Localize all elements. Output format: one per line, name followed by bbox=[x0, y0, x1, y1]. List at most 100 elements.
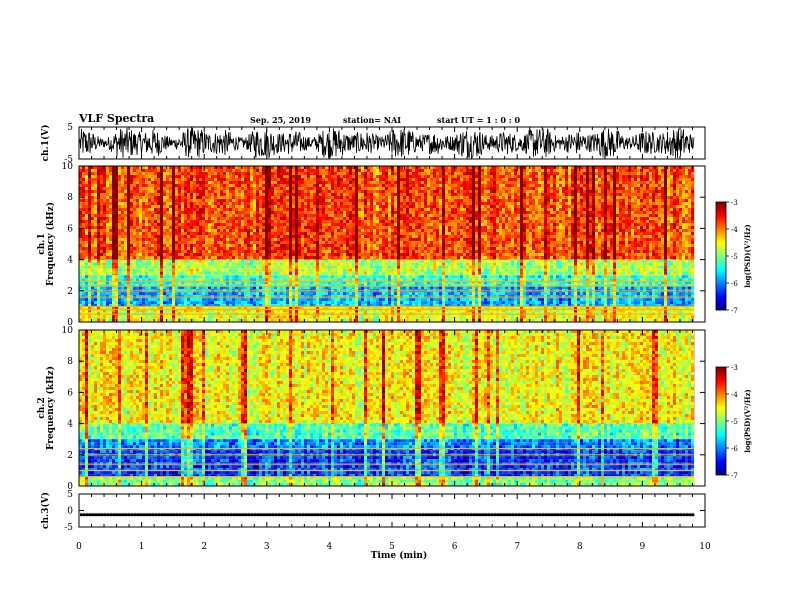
ch1-spectrogram-cell bbox=[373, 184, 376, 187]
ch1-spectrogram-cell bbox=[574, 190, 577, 193]
ch1-spectrogram-cell bbox=[154, 181, 157, 184]
ch1-spectrogram-cell bbox=[133, 175, 136, 178]
ch1-spectrogram-cell bbox=[460, 175, 463, 178]
ch1-spectrogram-cell bbox=[439, 226, 442, 229]
ch1-spectrogram-cell bbox=[439, 220, 442, 223]
ch1-spectrogram-cell bbox=[535, 229, 538, 232]
ch1-spectrogram-cell bbox=[313, 178, 316, 181]
ch1-spectrogram-cell bbox=[166, 217, 169, 220]
ch1-spectrogram-cell bbox=[310, 226, 313, 229]
ch1-spectrogram-cell bbox=[676, 199, 679, 202]
ch1-spectrogram-cell bbox=[592, 220, 595, 223]
ch1-spectrogram-cell bbox=[511, 211, 514, 214]
ch1-spectrogram-cell bbox=[484, 217, 487, 220]
ch1-spectrogram-cell bbox=[655, 226, 658, 229]
ch1-spectrogram-cell bbox=[595, 214, 598, 217]
ch1-spectrogram-cell bbox=[205, 214, 208, 217]
ch1-spectrogram-cell bbox=[313, 211, 316, 214]
ch1-spectrogram-cell bbox=[130, 217, 133, 220]
ch1-spectrogram-cell bbox=[319, 184, 322, 187]
ch1-spectrogram-cell bbox=[148, 169, 151, 172]
ch1-spectrogram-cell bbox=[556, 169, 559, 172]
ch1-spectrogram-cell bbox=[310, 205, 313, 208]
ch1-spectrogram-cell bbox=[331, 202, 334, 205]
ch1-spectrogram-cell bbox=[103, 181, 106, 184]
ch1-spectrogram-cell bbox=[541, 217, 544, 220]
ch1-spectrogram-cell bbox=[181, 196, 184, 199]
ch1-spectrogram-cell bbox=[505, 235, 508, 238]
ch1-spectrogram-cell bbox=[661, 181, 664, 184]
ch1-spectrogram-cell bbox=[208, 202, 211, 205]
ch1-spectrogram-cell bbox=[493, 208, 496, 211]
ch1-spectrogram-cell bbox=[445, 214, 448, 217]
ch1-spectrogram-cell bbox=[211, 211, 214, 214]
ch1-spectrogram-cell bbox=[226, 172, 229, 175]
ch1-spectrogram-cell bbox=[250, 190, 253, 193]
ch1-spectrogram-cell bbox=[382, 175, 385, 178]
ch1-spectrogram-cell bbox=[298, 211, 301, 214]
ch1-spectrogram-cell bbox=[571, 190, 574, 193]
ch1-spectrogram-cell bbox=[145, 181, 148, 184]
ch1-spectrogram-cell bbox=[508, 196, 511, 199]
ch1-spectrogram-cell bbox=[112, 196, 115, 199]
ch1-spectrogram-cell bbox=[109, 187, 112, 190]
ch1-spectrogram-cell bbox=[283, 187, 286, 190]
ch1-spectrogram-cell bbox=[631, 211, 634, 214]
ch1-spectrogram-cell bbox=[358, 184, 361, 187]
ch1-spectrogram-cell bbox=[289, 202, 292, 205]
ch1-spectrogram-cell bbox=[454, 190, 457, 193]
ch1-spectrogram-cell bbox=[415, 208, 418, 211]
ch1-spectrogram-cell bbox=[211, 181, 214, 184]
ch1-spectrogram-cell bbox=[391, 193, 394, 196]
ch1-spectrogram-cell bbox=[328, 199, 331, 202]
ch1-spectrogram-cell bbox=[673, 214, 676, 217]
ch1-spectrogram-cell bbox=[295, 193, 298, 196]
ch1-spectrogram-cell bbox=[637, 205, 640, 208]
ch1-spectrogram-cell bbox=[550, 166, 553, 169]
ch1-spectrogram-cell bbox=[589, 193, 592, 196]
ch1-spectrogram-cell bbox=[544, 232, 547, 235]
ch1-spectrogram-cell bbox=[613, 172, 616, 175]
ch1-spectrogram-cell bbox=[613, 181, 616, 184]
ch1-spectrogram-cell bbox=[328, 190, 331, 193]
ch1-spectrogram-cell bbox=[304, 211, 307, 214]
ch1-spectrogram-cell bbox=[88, 223, 91, 226]
ch1-spectrogram-cell bbox=[148, 199, 151, 202]
ch1-spectrogram-cell bbox=[448, 229, 451, 232]
ch1-spectrogram-cell bbox=[127, 187, 130, 190]
ch1-spectrogram-cell bbox=[562, 223, 565, 226]
ch1-spectrogram-cell bbox=[373, 199, 376, 202]
ch1-spectrogram-cell bbox=[688, 211, 691, 214]
ch1-spectrogram-cell bbox=[394, 190, 397, 193]
ch1-spectrogram-cell bbox=[295, 232, 298, 235]
ch1-spectrogram-cell bbox=[646, 199, 649, 202]
ch1-spectrogram-cell bbox=[160, 196, 163, 199]
ch1-spectrogram-cell bbox=[157, 187, 160, 190]
ch1-spectrogram-cell bbox=[436, 217, 439, 220]
ch1-spectrogram-cell bbox=[469, 205, 472, 208]
ch1-spectrogram-cell bbox=[622, 196, 625, 199]
ch1-spectrogram-cell bbox=[337, 169, 340, 172]
ch1-spectrogram-cell bbox=[262, 205, 265, 208]
ch1-spectrogram-cell bbox=[259, 187, 262, 190]
ch1-spectrogram-cell bbox=[196, 214, 199, 217]
ch1-spectrogram-cell bbox=[226, 169, 229, 172]
ch1-spectrogram-cell bbox=[418, 193, 421, 196]
ch1-spectrogram-cell bbox=[622, 181, 625, 184]
ch1-spectrogram-cell bbox=[130, 229, 133, 232]
ch1-spectrogram-cell bbox=[439, 196, 442, 199]
ch1-spectrogram-cell bbox=[247, 187, 250, 190]
ch1-spectrogram-cell bbox=[202, 220, 205, 223]
ch1-spectrogram-cell bbox=[448, 169, 451, 172]
ch1-spectrogram-cell bbox=[550, 184, 553, 187]
ch1-spectrogram-cell bbox=[199, 175, 202, 178]
ch1-spectrogram-cell bbox=[388, 172, 391, 175]
ch1-spectrogram-cell bbox=[550, 193, 553, 196]
ch1-spectrogram-cell bbox=[148, 220, 151, 223]
ch1-spectrogram-cell bbox=[421, 178, 424, 181]
ch1-spectrogram-cell bbox=[679, 166, 682, 169]
ch1-spectrogram-cell bbox=[250, 196, 253, 199]
ch1-spectrogram-cell bbox=[268, 208, 271, 211]
ch1-spectrogram-cell bbox=[145, 172, 148, 175]
ch1-spectrogram-cell bbox=[559, 178, 562, 181]
